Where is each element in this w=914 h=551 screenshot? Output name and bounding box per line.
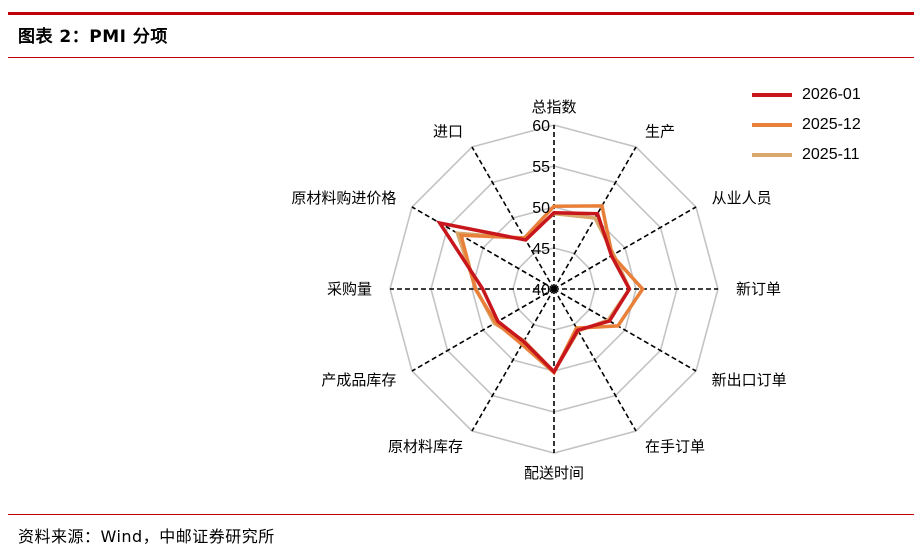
figure-source: 资料来源：Wind，中邮证券研究所 xyxy=(18,527,275,546)
radar-ticks: 40 45 50 55 60 xyxy=(532,118,550,299)
axis-label: 原材料购进价格 xyxy=(291,189,396,207)
legend-item: 2026-01 xyxy=(752,80,861,110)
legend-label: 2026-01 xyxy=(802,86,861,103)
radar-spokes xyxy=(390,125,718,453)
tick-label: 60 xyxy=(532,118,550,135)
axis-label: 产成品库存 xyxy=(321,371,396,389)
axis-spoke xyxy=(471,288,555,432)
chart-legend: 2026-01 2025-12 2025-11 xyxy=(752,80,861,170)
title-rule xyxy=(8,57,914,58)
axis-spoke xyxy=(411,288,555,372)
legend-swatch xyxy=(752,93,792,97)
legend-item: 2025-11 xyxy=(752,140,861,170)
figure-title: 图表 2：PMI 分项 xyxy=(18,27,168,47)
axis-label: 配送时间 xyxy=(524,464,584,482)
bottom-rule xyxy=(8,514,914,515)
axis-spoke xyxy=(553,206,697,290)
legend-label: 2025-12 xyxy=(802,116,861,133)
top-rule xyxy=(8,12,914,15)
series-line-2026-01 xyxy=(435,210,632,375)
tick-label: 55 xyxy=(532,159,550,176)
legend-item: 2025-12 xyxy=(752,110,861,140)
axis-spoke xyxy=(553,288,697,372)
legend-swatch xyxy=(752,123,792,127)
axis-label: 总指数 xyxy=(531,98,576,116)
axis-label: 从业人员 xyxy=(712,189,772,207)
legend-label: 2025-11 xyxy=(802,146,860,163)
tick-label: 50 xyxy=(532,200,550,217)
axis-label: 新出口订单 xyxy=(712,371,787,389)
axis-spoke xyxy=(411,206,555,290)
axis-label: 采购量 xyxy=(327,280,372,298)
radar-series xyxy=(435,204,645,376)
axis-label: 新订单 xyxy=(736,280,781,298)
axis-label: 进口 xyxy=(433,122,463,140)
axis-spoke xyxy=(553,288,637,432)
axis-spoke xyxy=(471,146,555,290)
tick-label: 45 xyxy=(532,241,550,258)
tick-label: 40 xyxy=(532,282,550,299)
axis-label: 原材料库存 xyxy=(388,438,463,456)
axis-label: 生产 xyxy=(645,122,675,140)
axis-label: 在手订单 xyxy=(645,438,705,456)
legend-swatch xyxy=(752,153,792,157)
